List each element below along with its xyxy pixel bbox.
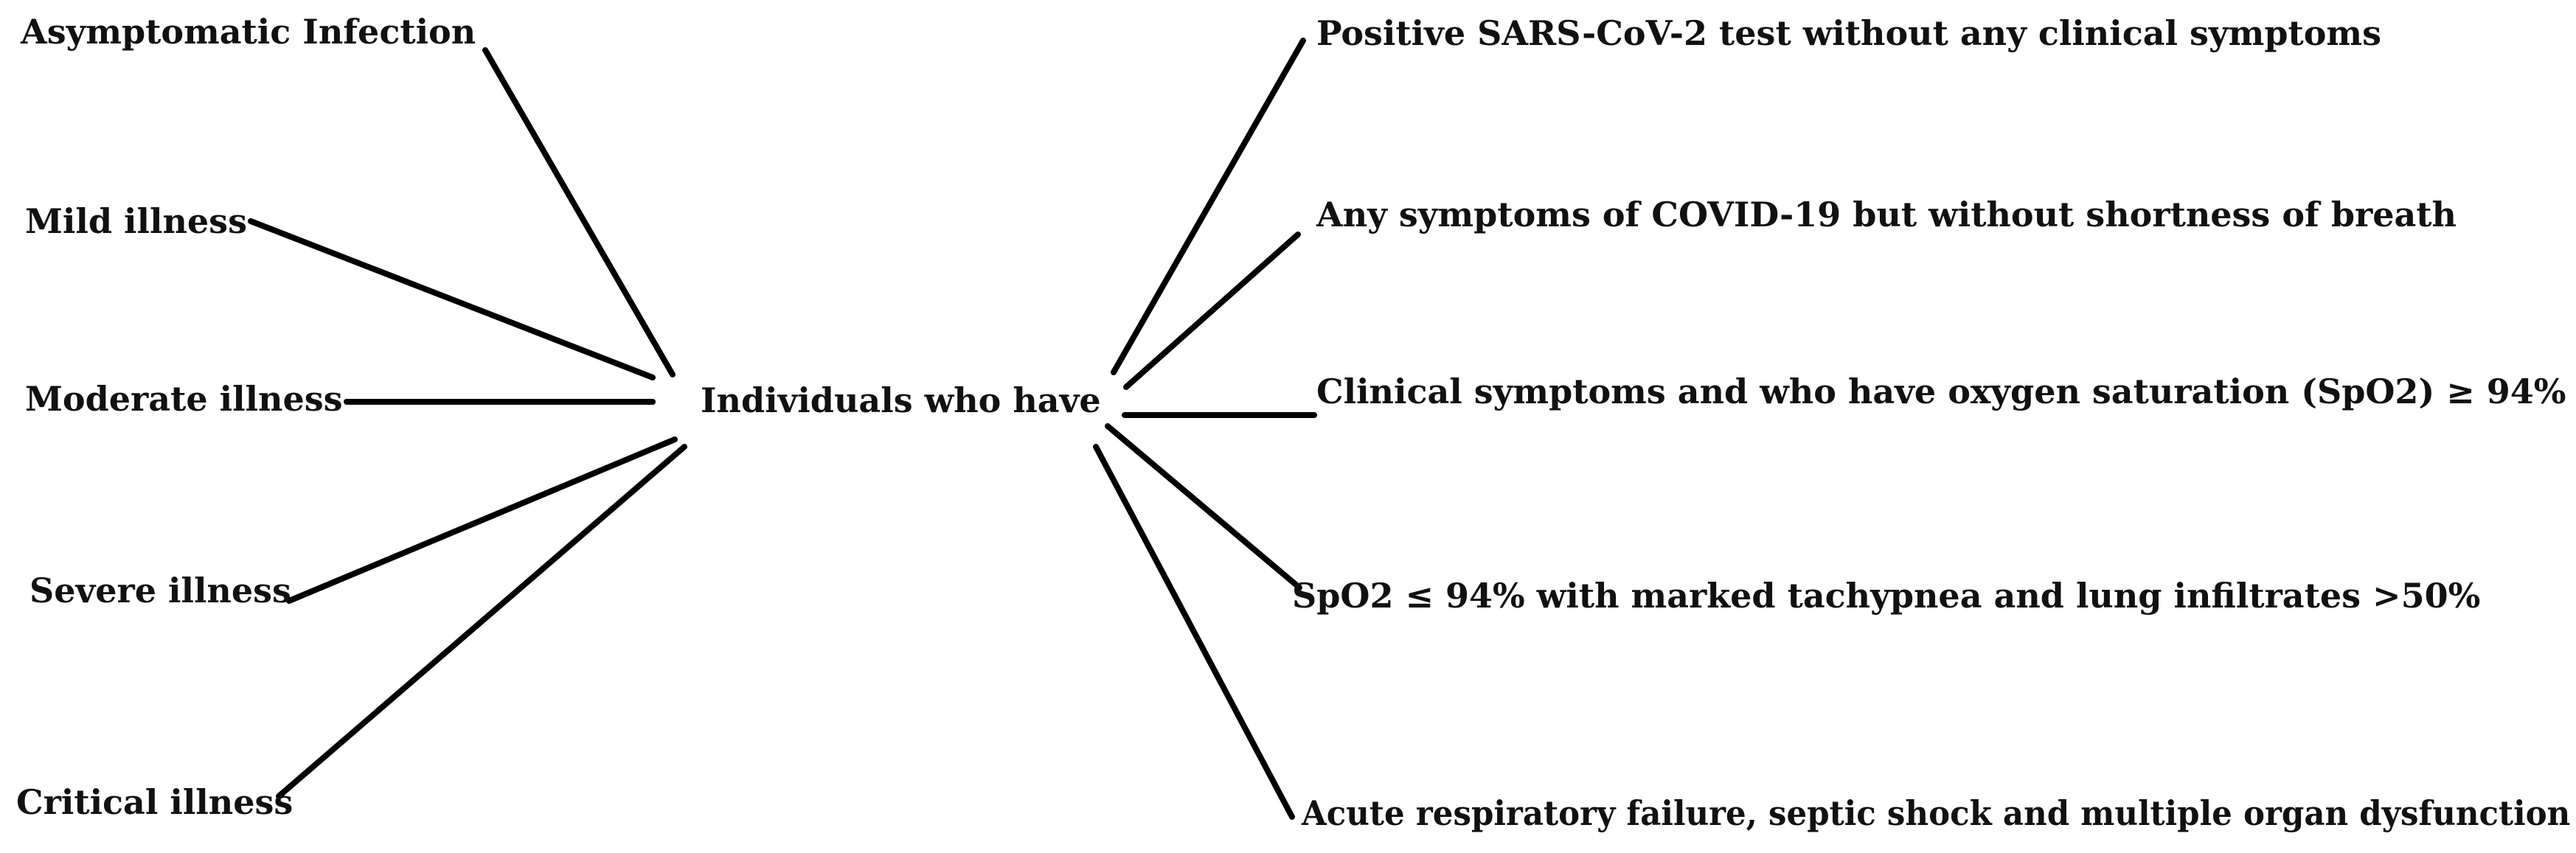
category-moderate-illness: Moderate illness: [25, 379, 343, 419]
definition-clinical-symptoms: Clinical symptoms and who have oxygen sa…: [1316, 372, 2566, 411]
definition-positive-test: Positive SARS-CoV-2 test without any cli…: [1316, 13, 2381, 53]
connector-mild: [248, 218, 656, 380]
category-asymptomatic-infection: Asymptomatic Infection: [21, 12, 476, 52]
definition-any-symptoms: Any symptoms of COVID-19 but without sho…: [1316, 195, 2457, 234]
connector-any-symptoms: [1123, 231, 1301, 390]
connector-positive-test: [1111, 38, 1306, 375]
connector-spo2-tachypnea: [1105, 423, 1302, 591]
connector-organ-failure: [1093, 444, 1295, 820]
connector-critical: [276, 444, 687, 799]
category-severe-illness: Severe illness: [29, 571, 291, 610]
category-critical-illness: Critical illness: [16, 782, 294, 822]
category-mild-illness: Mild illness: [25, 201, 247, 241]
connector-severe: [286, 436, 678, 604]
definition-spo2-tachypnea: SpO2 ≤ 94% with marked tachypnea and lun…: [1292, 576, 2481, 616]
center-node-label: Individuals who have: [701, 380, 1101, 420]
connector-asymptomatic: [482, 47, 676, 377]
definition-organ-failure: Acute respiratory failure, septic shock …: [1302, 793, 2571, 833]
